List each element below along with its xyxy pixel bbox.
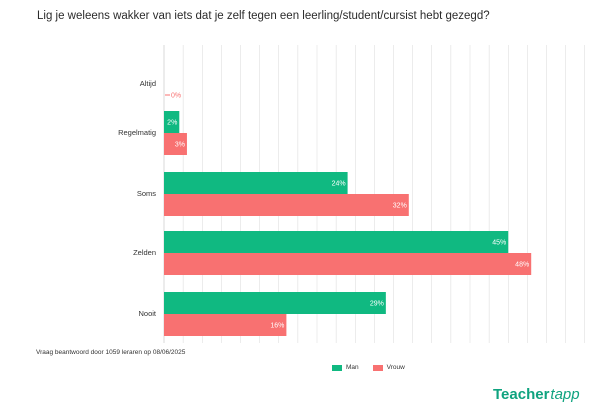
bar	[164, 292, 386, 314]
data-label: 48%	[515, 262, 529, 269]
bar	[164, 314, 287, 336]
data-label: 2%	[167, 120, 177, 127]
category-labels: Altijd Regelmatig Soms Zelden Nooit	[118, 79, 157, 318]
bar	[164, 133, 187, 155]
legend-swatch-man	[332, 364, 342, 371]
chart-title: Lig je weleens wakker van iets dat je ze…	[37, 10, 490, 22]
legend-swatch-vrouw	[372, 364, 383, 371]
bar-chart: Altijd Regelmatig Soms Zelden Nooit 0% 2% 3% 24…	[118, 45, 585, 343]
footnote: Vraag beantwoord door 1059 leraren op 08…	[36, 349, 186, 356]
data-label: 0%	[171, 93, 181, 100]
legend-item-man: Man	[332, 364, 359, 371]
bar	[164, 253, 532, 275]
bar	[164, 194, 409, 216]
category-label: Regelmatig	[118, 128, 156, 137]
data-label: 29%	[370, 301, 384, 308]
data-labels: 0% 2% 3% 24% 32% 45% 48% 29% 16%	[167, 93, 529, 330]
legend: Man Vrouw	[332, 364, 405, 371]
logo-part2: tapp	[550, 386, 580, 403]
data-label: 24%	[332, 181, 346, 188]
legend-item-vrouw: Vrouw	[372, 364, 405, 371]
category-label: Zelden	[133, 248, 156, 257]
data-label: 3%	[175, 142, 185, 149]
category-label: Nooit	[138, 309, 156, 318]
logo-part1: Teacher	[493, 386, 550, 403]
data-label: 16%	[270, 323, 284, 330]
bar	[164, 231, 509, 253]
category-label: Soms	[137, 189, 156, 198]
legend-label-man: Man	[346, 364, 359, 371]
bars	[164, 94, 532, 336]
data-label: 32%	[393, 203, 407, 210]
legend-label-vrouw: Vrouw	[386, 364, 405, 371]
category-label: Altijd	[140, 79, 156, 88]
data-label: 45%	[492, 240, 506, 247]
teachertapp-logo: Teacher tapp	[493, 386, 580, 403]
bar	[164, 111, 180, 133]
bar	[164, 172, 348, 194]
